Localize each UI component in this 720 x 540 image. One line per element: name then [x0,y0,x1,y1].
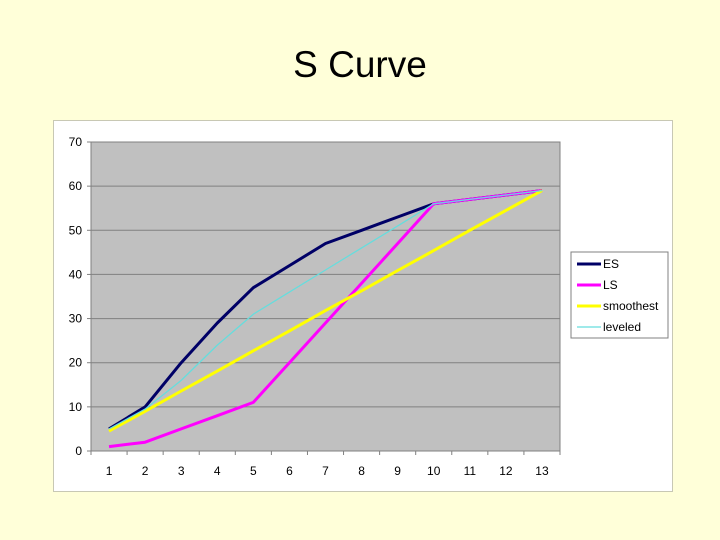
y-tick-label: 10 [69,400,83,414]
x-tick-label: 1 [106,464,113,478]
legend-label-smoothest: smoothest [603,299,659,313]
x-tick-label: 9 [394,464,401,478]
x-tick-label: 13 [535,464,549,478]
y-tick-label: 20 [69,356,83,370]
x-tick-label: 7 [322,464,329,478]
legend-label-LS: LS [603,278,618,292]
y-tick-label: 70 [69,135,83,149]
x-tick-label: 5 [250,464,257,478]
x-tick-label: 6 [286,464,293,478]
x-tick-label: 2 [142,464,149,478]
legend-box [570,251,669,339]
series-line-leveled [108,189,543,430]
x-tick-label: 10 [427,464,441,478]
legend-label-ES: ES [603,257,619,271]
series-line-smoothest [108,189,543,433]
y-tick-label: 50 [69,223,83,237]
y-tick-label: 30 [69,312,83,326]
chart-frame: 0 10 20 30 40 50 60 70 1 2 3 4 5 6 7 8 9 10 11 12 13 ES LS smoo… [53,120,673,492]
plot-area [90,141,561,452]
y-tick-label: 60 [69,179,83,193]
x-tick-label: 4 [214,464,221,478]
legend-label-leveled: leveled [603,320,641,334]
y-tick-label: 0 [75,444,82,458]
y-tick-label: 40 [69,267,83,281]
x-tick-label: 11 [464,464,477,478]
x-tick-label: 8 [358,464,365,478]
x-tick-label: 3 [178,464,185,478]
slide-title: S Curve [293,44,427,85]
x-tick-label: 12 [499,464,513,478]
